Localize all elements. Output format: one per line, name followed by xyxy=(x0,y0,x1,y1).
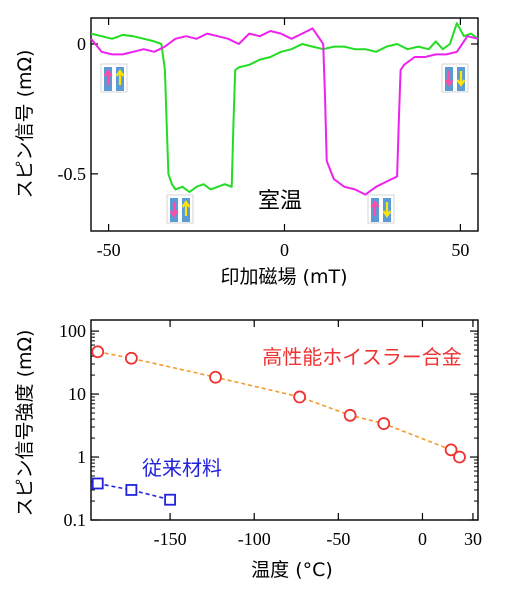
temp-point-circle xyxy=(377,417,391,430)
temp-point-circle xyxy=(124,351,138,365)
temp-y-tick-label: 100 xyxy=(59,321,86,341)
temp-point-circle xyxy=(343,408,357,422)
magnet-icon-right-parallel xyxy=(441,63,469,93)
temp-point-square xyxy=(91,477,104,490)
temperature-chart-frame xyxy=(90,319,479,521)
temperature-chart-xlabel: 温度 (°C) xyxy=(251,559,333,581)
field-chart-xlabel: 印加磁場 (mT) xyxy=(221,266,348,288)
temp-point-square xyxy=(164,493,176,506)
temp-x-tick-label: 30 xyxy=(464,529,482,549)
field-y-tick-label: -0.5 xyxy=(58,164,87,184)
magnet-icon-left-antiparallel xyxy=(166,194,194,224)
temp-y-tick-label: 0.1 xyxy=(64,510,87,530)
temp-point-square xyxy=(125,484,138,496)
field-x-tick-label: -50 xyxy=(97,240,121,260)
field-chart-ylabel: スピン信号 (mΩ) xyxy=(14,50,36,199)
magnet-icon-right-antiparallel xyxy=(367,194,395,224)
temp-x-tick-label: 0 xyxy=(418,529,427,549)
field-x-tick-label: 0 xyxy=(280,240,289,260)
field-x-tick-label: 50 xyxy=(451,240,469,260)
field-series-line-1 xyxy=(90,27,479,196)
magnet-icon-left-parallel xyxy=(100,63,128,93)
temp-point-circle xyxy=(444,443,458,457)
temp-point-circle xyxy=(91,345,105,359)
temp-x-tick-label: -100 xyxy=(238,529,271,549)
temp-point-circle xyxy=(453,450,466,464)
field-series-line-0 xyxy=(90,22,479,193)
legend-heusler-label: 高性能ホイスラー合金 xyxy=(262,345,461,369)
temp-point-circle xyxy=(293,390,307,404)
temp-point-circle xyxy=(209,370,222,384)
temp-x-tick-label: -150 xyxy=(154,529,187,549)
field-y-tick-label: 0 xyxy=(77,34,86,54)
temp-series-line-0 xyxy=(97,350,461,458)
field-chart: -50 0 50 0 -0.5 室温 印加磁場 (mT) xyxy=(14,17,479,288)
temp-x-tick-label: -50 xyxy=(326,529,350,549)
legend-conventional-label: 従来材料 xyxy=(142,456,222,480)
field-chart-annotation: 室温 xyxy=(258,189,302,214)
temp-y-tick-label: 10 xyxy=(68,384,86,404)
temp-y-tick-label: 1 xyxy=(77,447,86,467)
temperature-chart-ylabel: スピン信号強度 (mΩ) xyxy=(14,330,36,517)
